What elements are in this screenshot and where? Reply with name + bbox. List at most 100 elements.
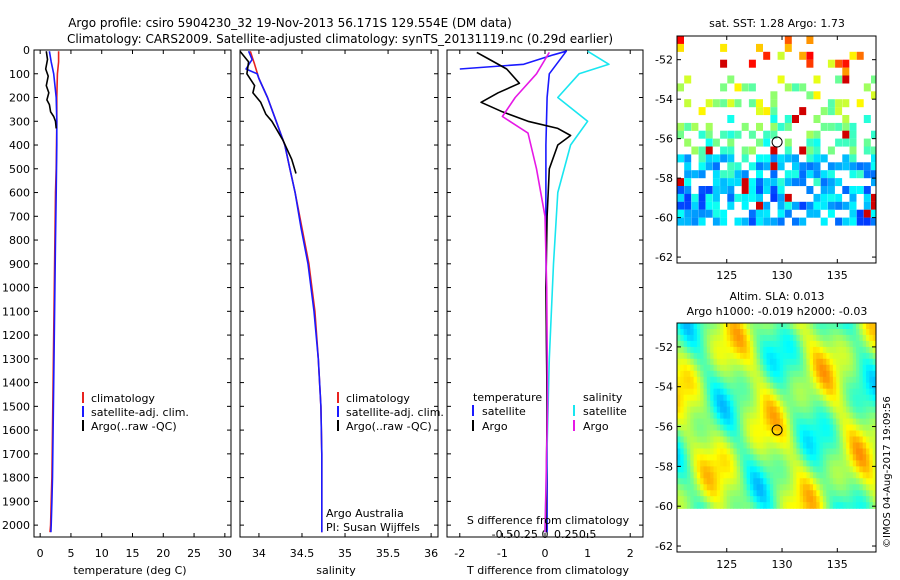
sla-cell xyxy=(859,430,864,438)
sst-cell xyxy=(677,43,684,52)
sla-cell xyxy=(836,400,841,408)
sla-cell xyxy=(839,340,844,348)
sla-cell xyxy=(753,346,758,354)
sla-cell xyxy=(716,466,721,473)
sla-cell xyxy=(696,442,701,450)
sla-cell xyxy=(862,496,867,503)
sla-cell xyxy=(686,329,691,336)
sla-cell xyxy=(862,334,867,342)
sla-cell xyxy=(690,388,695,396)
sla-cell xyxy=(736,388,741,396)
sst-cell xyxy=(799,217,807,226)
sla-cell xyxy=(836,436,841,444)
sst-cell xyxy=(756,162,763,171)
sla-cell xyxy=(796,376,801,384)
sst-cell xyxy=(871,193,876,202)
sst-cell xyxy=(720,43,728,52)
sla-cell xyxy=(680,412,685,420)
sst-cell xyxy=(784,138,792,147)
sla-cell xyxy=(723,490,728,497)
sla-cell xyxy=(759,334,764,342)
sla-cell xyxy=(852,454,857,461)
sst-cell xyxy=(799,170,807,179)
sla-cell xyxy=(750,460,754,467)
sla-cell xyxy=(859,418,864,426)
sla-cell xyxy=(856,424,860,432)
sla-cell xyxy=(852,406,857,414)
sla-cell xyxy=(706,436,711,444)
sla-cell xyxy=(750,430,754,438)
sla-cell xyxy=(872,340,876,348)
y-tick-label: 1500 xyxy=(2,400,30,413)
sla-cell xyxy=(683,490,688,497)
sla-cell xyxy=(776,412,781,420)
sla-cell xyxy=(696,484,701,491)
sla-cell xyxy=(753,376,758,384)
sla-cell xyxy=(852,412,857,420)
sla-cell xyxy=(846,484,851,491)
sla-cell xyxy=(703,502,708,509)
sla-cell xyxy=(703,340,708,348)
difference-ticks: -2 -1 0 1 2-0.5-0.25 0 0.25 0.5 xyxy=(447,49,643,560)
sla-cell xyxy=(690,472,695,479)
sla-cell xyxy=(696,472,701,479)
sla-cell xyxy=(819,382,824,390)
sla-cell xyxy=(793,442,797,450)
sla-cell xyxy=(736,496,741,503)
sla-cell xyxy=(706,346,711,354)
sla-cell xyxy=(763,323,768,330)
sla-cell xyxy=(740,352,744,360)
sla-cell xyxy=(869,323,874,330)
sla-cell xyxy=(842,484,847,491)
sla-cell xyxy=(839,388,844,396)
sla-cell xyxy=(696,388,701,396)
sla-cell xyxy=(866,502,870,509)
sla-cell xyxy=(753,382,758,390)
map-x-tick-label: 130 xyxy=(772,558,793,571)
sla-cell xyxy=(730,466,734,473)
sla-cell xyxy=(852,442,857,450)
sla-cell xyxy=(686,400,691,408)
sla-cell xyxy=(826,382,831,390)
map-y-tick-label: -58 xyxy=(655,460,673,473)
sla-cell xyxy=(813,346,817,354)
sla-cell xyxy=(740,370,744,378)
sla-cell xyxy=(693,329,698,336)
sla-cell xyxy=(746,466,751,473)
sla-cell xyxy=(846,454,851,461)
sla-cell xyxy=(763,418,768,426)
sla-cell xyxy=(866,394,870,402)
sla-cell xyxy=(706,442,711,450)
sla-cell xyxy=(869,484,874,491)
sla-cell xyxy=(862,376,867,384)
sla-cell xyxy=(822,484,827,491)
sla-cell xyxy=(826,436,831,444)
sla-cell xyxy=(819,490,824,497)
sla-cell xyxy=(822,478,827,485)
sla-cell xyxy=(756,352,761,360)
sla-cell xyxy=(783,448,787,456)
figure-title-line1: Argo profile: csiro 5904230_32 19-Nov-20… xyxy=(68,16,512,30)
sla-cell xyxy=(766,394,771,402)
sla-cell xyxy=(796,478,801,485)
sla-cell xyxy=(726,424,731,432)
sla-cell xyxy=(746,490,751,497)
sla-cell xyxy=(816,370,821,378)
sla-cell xyxy=(713,460,718,467)
sla-cell xyxy=(769,394,774,402)
sla-cell xyxy=(796,448,801,456)
sla-cell xyxy=(789,430,794,438)
sla-cell xyxy=(803,478,807,485)
sla-cell xyxy=(852,496,857,503)
sla-cell xyxy=(846,370,851,378)
sla-cell xyxy=(839,424,844,432)
sst-cell xyxy=(777,122,785,131)
sla-cell xyxy=(759,388,764,396)
sla-cell xyxy=(746,436,751,444)
sla-cell xyxy=(706,376,711,384)
map-x-tick-label: 125 xyxy=(716,269,737,282)
sla-cell xyxy=(826,340,831,348)
sla-cell xyxy=(763,430,768,438)
sla-cell xyxy=(710,436,715,444)
sla-cell xyxy=(829,448,834,456)
